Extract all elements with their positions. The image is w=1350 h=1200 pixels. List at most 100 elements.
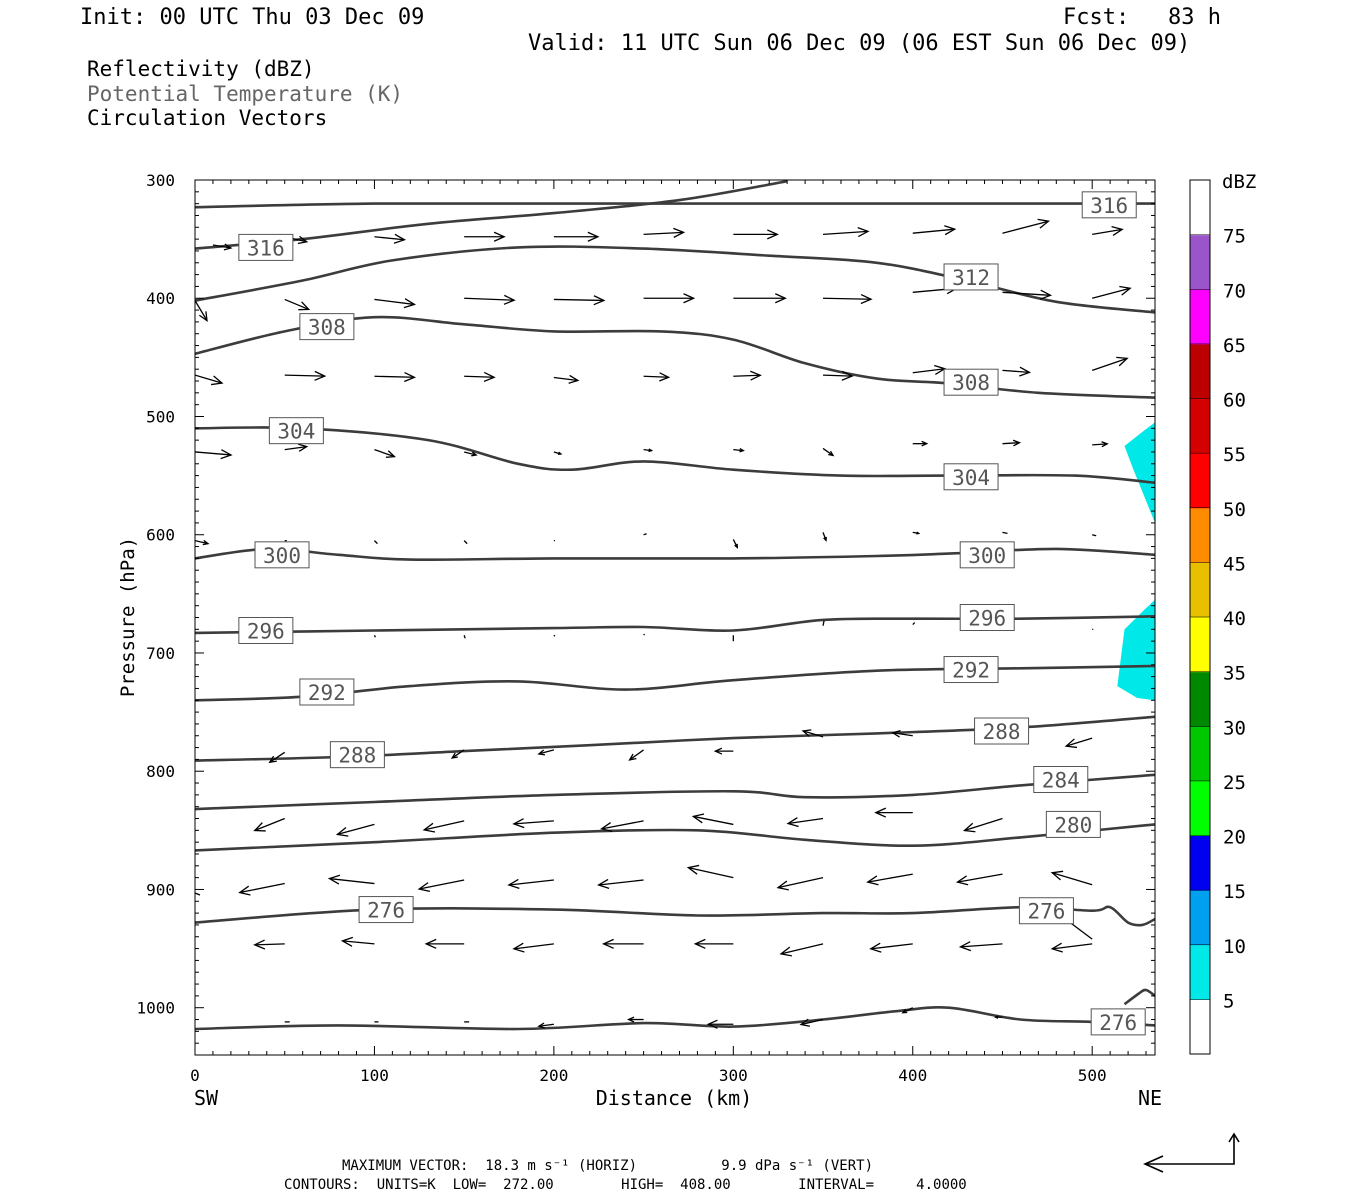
contour-label-text: 276	[1099, 1011, 1137, 1035]
circulation-vector	[253, 817, 285, 832]
vector-head	[327, 874, 341, 885]
circulation-vector	[1091, 356, 1129, 371]
vector-shaft	[424, 820, 465, 831]
vector-head	[1012, 439, 1022, 447]
circulation-vector	[901, 1007, 914, 1014]
vector-head	[557, 451, 563, 456]
contour-label-box	[1090, 1008, 1146, 1036]
circulation-vector	[464, 371, 496, 383]
contour-label-box	[974, 717, 1030, 745]
circulation-vector	[912, 440, 929, 447]
circulation-vector	[195, 300, 208, 322]
colorbar-swatch	[1190, 890, 1210, 946]
circulation-vector	[537, 749, 555, 756]
contour-label-box	[299, 313, 355, 341]
vector-head	[779, 946, 792, 957]
vector-shaft	[1002, 442, 1020, 445]
vector-head	[587, 231, 600, 242]
contour-info-note: CONTOURS: UNITS=K LOW= 272.00 HIGH= 408.…	[284, 1177, 967, 1193]
contour-label: 292	[943, 656, 999, 684]
colorbar-swatch	[1190, 835, 1210, 891]
y-tick-label: 700	[146, 644, 175, 663]
vector-shaft	[195, 451, 232, 456]
vector-shaft	[538, 1023, 554, 1027]
circulation-vector	[799, 1018, 824, 1027]
contour-label: 316	[1081, 191, 1137, 219]
contour-label-box	[943, 263, 999, 291]
vector-head	[823, 536, 827, 542]
vector-head	[673, 227, 686, 238]
tick-layer: 0 100 200 300 400 500 300 400 500 600 700 800 900 100…	[136, 171, 1155, 1085]
vector-head	[238, 885, 251, 896]
circulation-vector	[1002, 366, 1032, 377]
valid-time: Valid: 11 UTC Sun 06 Dec 09 (06 EST Sun …	[528, 31, 1191, 56]
x-tick-label: 400	[898, 1066, 927, 1085]
vector-shaft	[643, 533, 647, 536]
circulation-vector	[786, 817, 824, 828]
circulation-vector	[553, 634, 556, 637]
colorbar-swatch	[1190, 180, 1210, 236]
vector-shaft	[463, 635, 466, 639]
circulation-vector	[512, 818, 554, 829]
y-tick-label: 500	[146, 407, 175, 426]
contour-label: 276	[358, 896, 414, 924]
vector-head	[874, 807, 887, 818]
circulation-vector	[553, 231, 600, 242]
vector-shaft	[553, 376, 578, 382]
colorbar-swatch	[1190, 507, 1210, 563]
vector-shaft	[553, 298, 604, 302]
vector-shaft	[912, 228, 955, 234]
colorbar-level-label: 25	[1223, 772, 1246, 794]
vector-head	[537, 749, 546, 756]
vector-shaft	[912, 368, 945, 374]
theta-contour-layer	[195, 180, 1155, 1031]
circulation-vector	[1050, 942, 1093, 953]
vector-head	[1019, 366, 1032, 377]
vector-head	[1101, 441, 1109, 448]
vector-shaft	[1052, 943, 1093, 950]
circulation-vector	[238, 882, 285, 896]
contour-label-box	[1018, 897, 1074, 925]
contour-label-box	[1081, 191, 1137, 219]
circulation-vector	[822, 447, 835, 457]
vector-head	[734, 543, 739, 549]
vector-shaft	[960, 943, 1003, 948]
vector-head	[403, 298, 417, 309]
vector-shaft	[464, 297, 515, 301]
contour-label-box	[299, 678, 355, 706]
contour-label-text: 280	[1054, 813, 1092, 837]
circulation-vector	[195, 449, 233, 460]
circulation-vector	[373, 540, 378, 545]
contour-label-text: 312	[952, 266, 990, 290]
vector-head	[507, 878, 520, 889]
circulation-vector	[874, 807, 913, 818]
legend-circulation-vectors: Circulation Vectors	[87, 106, 328, 130]
vector-head	[799, 1018, 811, 1027]
x-tick-label: 300	[719, 1066, 748, 1085]
vector-head	[268, 755, 277, 764]
y-tick-label: 800	[146, 762, 175, 781]
vector-shaft	[800, 1018, 824, 1026]
vector-shaft	[508, 879, 554, 886]
circulation-vector	[464, 451, 478, 457]
contour-label-box	[358, 896, 414, 924]
vector-shaft	[374, 236, 405, 241]
vector-shaft	[957, 873, 1003, 883]
colorbar-swatch	[1190, 999, 1210, 1055]
vector-head	[993, 1015, 999, 1019]
circulation-vector	[553, 451, 563, 456]
vector-head	[775, 293, 787, 304]
vector-shaft	[1002, 531, 1008, 535]
colorbar-swatch	[1190, 726, 1210, 782]
contour-label-text: 296	[247, 620, 285, 644]
vector-shaft	[733, 448, 744, 452]
theta-contour-312	[195, 245, 1155, 314]
theta-contour-276	[195, 905, 1155, 927]
vector-head	[450, 752, 458, 759]
vector-head	[841, 370, 854, 381]
contour-label: 296	[959, 604, 1015, 631]
vector-head	[686, 864, 700, 875]
vector-head	[767, 229, 779, 240]
reference-vector-icon	[1143, 1132, 1240, 1173]
vector-shaft	[464, 375, 495, 378]
